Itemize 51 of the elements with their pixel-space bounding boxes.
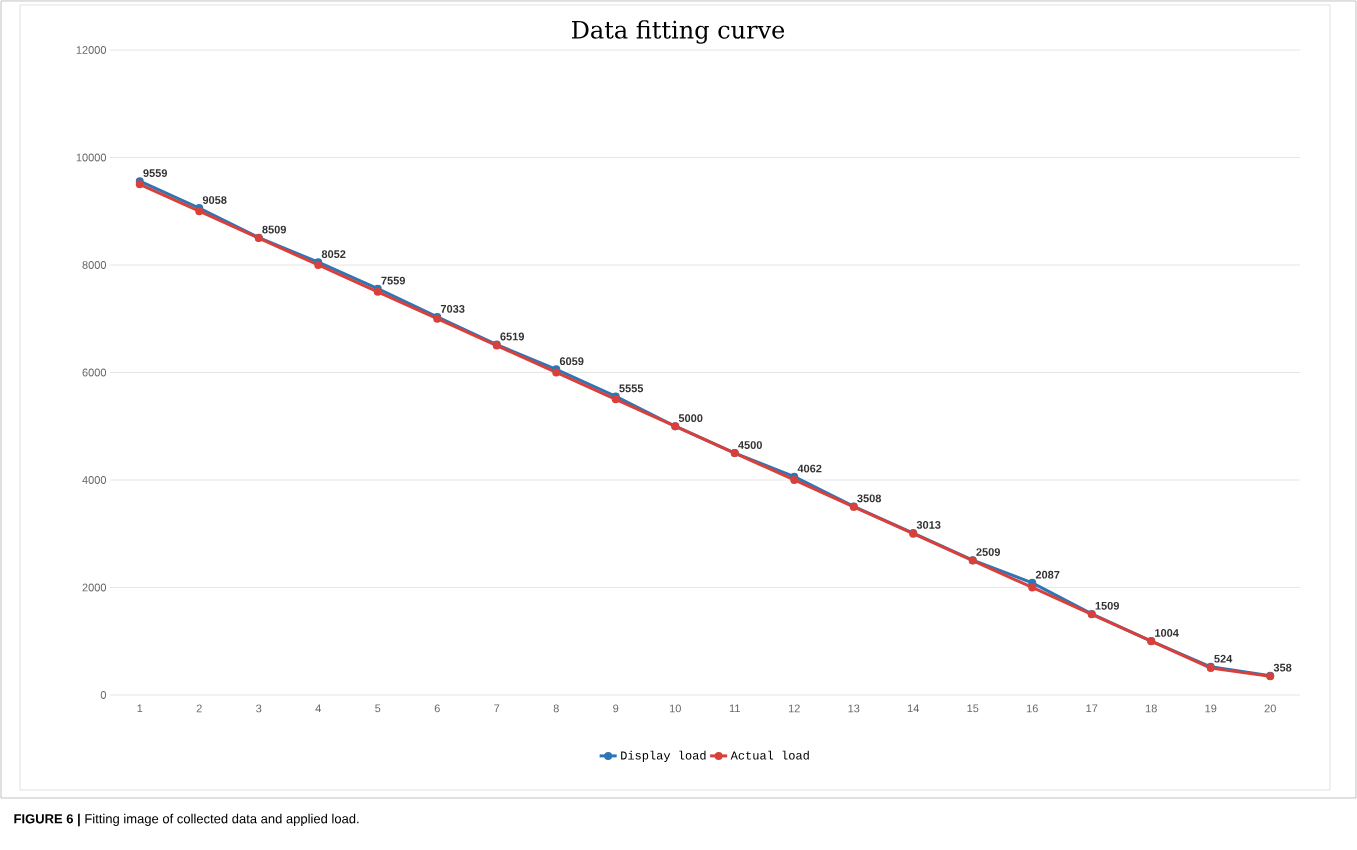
data-label: 524	[1214, 654, 1233, 663]
data-label: 9058	[202, 196, 227, 204]
x-tick-label: 9	[613, 704, 619, 713]
data-label: 6519	[500, 332, 525, 341]
x-tick-label: 12	[788, 704, 800, 713]
x-tick-label: 14	[907, 704, 920, 713]
y-tick-label: 10000	[76, 153, 107, 162]
data-label: 3013	[916, 521, 941, 529]
x-tick-label: 15	[967, 704, 979, 713]
data-label: 7559	[381, 276, 406, 285]
data-label: 358	[1273, 663, 1292, 672]
data-label: 4500	[738, 441, 762, 449]
y-tick-label: 4000	[82, 476, 107, 484]
x-tick-label: 7	[494, 704, 500, 713]
x-tick-label: 1	[137, 704, 143, 713]
data-label: 5000	[678, 414, 703, 423]
x-tick-label: 20	[1264, 704, 1276, 713]
x-tick-label: 16	[1026, 704, 1038, 713]
legend-label: Display load	[621, 750, 706, 762]
x-tick-label: 8	[553, 704, 559, 713]
data-label: 8509	[262, 225, 287, 234]
x-tick-label: 3	[256, 704, 262, 713]
legend-label: Actual load	[730, 750, 809, 760]
data-label: 5555	[619, 384, 644, 393]
x-tick-label: 5	[375, 704, 381, 713]
data-label: 9559	[143, 169, 168, 177]
y-tick-label: 12000	[76, 46, 107, 54]
data-label: 3508	[857, 494, 882, 503]
x-tick-label: 2	[196, 704, 202, 713]
x-tick-label: 18	[1145, 704, 1157, 713]
x-tick-label: 4	[315, 704, 321, 713]
data-label: 8052	[321, 250, 346, 258]
data-label: 7033	[440, 304, 465, 313]
x-tick-label: 11	[729, 704, 740, 713]
x-tick-label: 13	[848, 704, 860, 713]
data-label: 1004	[1155, 629, 1179, 637]
y-tick-label: 2000	[82, 583, 107, 592]
text: FIGURE 6 | Fitting image of collected data and applied load.	[14, 813, 359, 827]
y-tick-label: 6000	[82, 368, 107, 377]
data-label: 4062	[797, 464, 822, 473]
x-tick-label: 6	[434, 704, 440, 713]
data-label: 6059	[559, 357, 584, 366]
data-label: 1509	[1095, 601, 1119, 610]
data-label: 2087	[1035, 570, 1060, 579]
x-tick-label: 17	[1086, 704, 1098, 713]
data-label: 2509	[976, 548, 1000, 556]
chart-title: Data fitting curve	[571, 20, 785, 44]
x-tick-label: 10	[669, 704, 681, 713]
x-tick-label: 19	[1205, 704, 1217, 713]
y-tick-label: 0	[100, 691, 107, 699]
y-tick-label: 8000	[82, 261, 107, 269]
